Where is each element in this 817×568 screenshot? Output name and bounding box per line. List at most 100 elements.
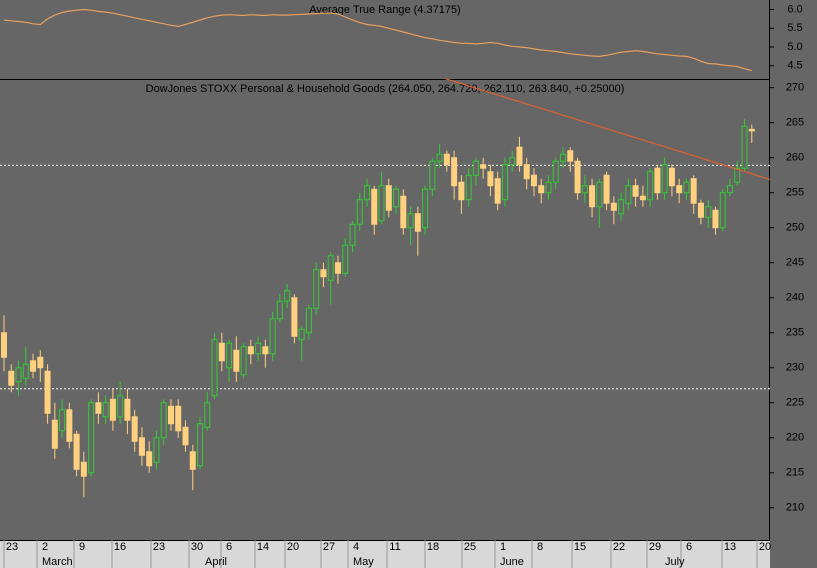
candle-body	[719, 192, 726, 229]
candle-body	[51, 419, 58, 449]
candle-body	[364, 185, 370, 201]
candle-body	[734, 167, 741, 183]
candle-body	[516, 146, 523, 166]
month-label: March	[42, 556, 73, 568]
y-tick-label: 220	[786, 432, 804, 444]
y-tick-label: 270	[786, 82, 804, 94]
candle-body	[494, 178, 501, 204]
candle-body	[66, 409, 73, 442]
candle-body	[131, 416, 138, 442]
candle-body	[385, 185, 392, 211]
candle-body	[683, 181, 690, 194]
y-tick-label: 4.5	[787, 60, 802, 72]
candle-body	[124, 398, 131, 421]
candle-body	[59, 409, 66, 432]
candle-body	[567, 150, 574, 162]
x-tick-label: 11	[389, 541, 400, 553]
x-tick-label: 23	[6, 541, 18, 553]
candle-body	[146, 451, 153, 467]
y-tick-label: 6.0	[787, 3, 802, 15]
candle-body	[255, 342, 262, 355]
atr-title: Average True Range (4.37175)	[309, 4, 460, 16]
candle-body	[175, 405, 182, 432]
candle-body	[705, 206, 712, 218]
candle-body	[182, 426, 189, 446]
y-tick-label: 5.5	[787, 22, 802, 34]
candle-body	[538, 185, 545, 194]
month-label: July	[665, 556, 685, 568]
candle-body	[422, 188, 429, 229]
candle-body	[400, 195, 407, 229]
x-tick-label: 22	[613, 541, 625, 553]
candle-body	[610, 202, 617, 211]
atr-line	[3, 8, 752, 72]
candle-body	[298, 328, 305, 341]
y-tick-label: 215	[786, 467, 804, 479]
candle-body	[8, 370, 15, 386]
candle-body	[37, 356, 44, 369]
x-tick-label: 9	[79, 541, 85, 553]
candle-body	[393, 188, 400, 208]
candle-body	[501, 164, 508, 201]
y-tick-label: 250	[786, 222, 804, 234]
x-tick-label: 20	[759, 541, 771, 553]
candle-body	[727, 185, 733, 194]
candle-body	[487, 171, 494, 187]
candle-body	[530, 174, 537, 187]
y-tick-label: 210	[786, 502, 804, 514]
y-tick-label: 245	[786, 257, 804, 269]
y-tick-label: 230	[786, 362, 804, 374]
candle-body	[647, 171, 654, 201]
candle-body	[552, 160, 559, 183]
candle-body	[443, 153, 450, 166]
x-axis-band	[0, 540, 770, 568]
candle-body	[378, 185, 385, 222]
candle-body	[167, 405, 174, 425]
x-tick-label: 20	[287, 541, 299, 553]
candle-body	[334, 262, 341, 274]
candle-body	[407, 213, 414, 229]
candle-body	[197, 423, 204, 467]
candle-body	[632, 185, 639, 197]
x-tick-label: 25	[464, 541, 476, 553]
candle-body	[22, 363, 29, 379]
trend-line	[444, 78, 771, 180]
candle-body	[661, 164, 668, 194]
candle-body	[44, 370, 51, 414]
y-tick-label: 5.0	[787, 41, 802, 53]
candle-body	[676, 185, 683, 194]
x-tick-label: 14	[257, 541, 269, 553]
candle-body	[741, 125, 748, 169]
x-tick-label: 6	[226, 541, 232, 553]
candle-body	[625, 185, 632, 204]
candle-body	[596, 181, 603, 208]
candle-body	[276, 300, 283, 320]
candle-body	[189, 451, 196, 470]
candle-body	[160, 402, 167, 439]
candle-body	[414, 213, 421, 232]
candle-body	[88, 402, 95, 474]
candle-body	[690, 178, 697, 204]
y-tick-label: 260	[786, 152, 804, 164]
candle-body	[1, 332, 7, 358]
x-tick-label: 15	[574, 541, 586, 553]
x-tick-label: 16	[114, 541, 126, 553]
candle-body	[247, 346, 254, 355]
candle-body	[712, 209, 719, 229]
candle-body	[697, 202, 704, 218]
candle-body	[465, 174, 472, 201]
x-tick-label: 2	[42, 541, 48, 553]
candle-body	[349, 223, 356, 246]
candle-body	[451, 157, 458, 187]
candle-body	[545, 181, 552, 194]
candle-body	[153, 437, 160, 463]
candle-body	[233, 349, 240, 372]
x-tick-label: 1	[500, 541, 506, 553]
x-tick-label: 29	[649, 541, 661, 553]
x-tick-label: 18	[427, 541, 439, 553]
y-tick-label: 235	[786, 327, 804, 339]
y-tick-label: 265	[786, 117, 804, 129]
candle-body	[429, 160, 436, 190]
candle-body	[284, 290, 291, 302]
